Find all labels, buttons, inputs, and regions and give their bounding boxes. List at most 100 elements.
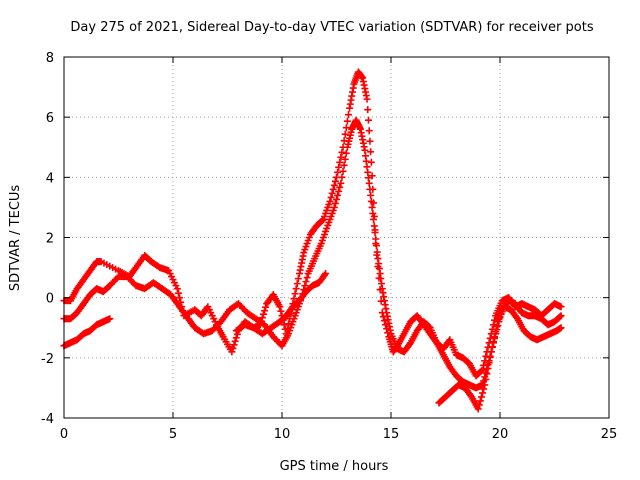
data-point (425, 323, 433, 331)
data-point (373, 248, 381, 256)
data-point (230, 341, 238, 349)
data-point (365, 127, 373, 135)
data-point (341, 155, 349, 163)
data-point (321, 271, 329, 279)
data-point (326, 197, 334, 205)
x-tick-label: 15 (383, 427, 400, 442)
data-point (369, 209, 377, 217)
data-point (467, 391, 475, 399)
x-tick-label: 20 (492, 427, 509, 442)
data-point (318, 216, 326, 224)
series-track-3 (60, 270, 565, 413)
data-point (176, 294, 184, 302)
data-point (406, 340, 414, 348)
data-point (259, 310, 267, 318)
data-point (366, 185, 374, 193)
data-point (338, 173, 346, 181)
data-point (331, 199, 339, 207)
data-point (262, 303, 270, 311)
data-point (330, 181, 338, 189)
data-point (557, 303, 565, 311)
data-point (322, 270, 330, 278)
data-point (481, 381, 489, 389)
data-point (482, 369, 490, 377)
data-point (485, 359, 493, 367)
data-point (372, 242, 380, 250)
data-point (231, 337, 239, 345)
data-point (557, 312, 565, 320)
data-point (277, 307, 285, 315)
data-point (364, 106, 372, 114)
data-point (292, 285, 300, 293)
data-point (333, 195, 340, 203)
chart-title: Day 275 of 2021, Sidereal Day-to-day VTE… (70, 20, 593, 35)
data-point (290, 295, 298, 303)
data-point (363, 95, 371, 103)
data-point (280, 321, 288, 329)
y-tick-label: 8 (46, 51, 54, 66)
data-point (492, 328, 500, 336)
y-tick-label: 6 (46, 111, 54, 126)
data-point (343, 117, 351, 125)
data-point (341, 130, 349, 138)
data-point (482, 375, 490, 383)
data-point (131, 265, 139, 273)
data-point (491, 333, 499, 341)
data-point (474, 405, 482, 413)
y-tick-label: 0 (46, 292, 54, 307)
data-point (512, 313, 520, 321)
x-axis-label: GPS time / hours (280, 459, 389, 474)
data-point (291, 290, 299, 298)
data-point (486, 353, 494, 361)
axis-ticks: 0 5 10 15 20 25 -4 -2 0 2 4 6 8 (41, 51, 617, 442)
data-point (367, 148, 375, 156)
y-tick-label: -2 (41, 352, 54, 367)
data-point (484, 364, 492, 372)
data-point (382, 321, 390, 329)
data-point (173, 285, 181, 293)
data-point (477, 367, 485, 375)
data-point (491, 316, 499, 324)
data-point (339, 167, 347, 175)
data-point (337, 179, 345, 187)
y-tick-label: -4 (41, 412, 54, 427)
data-point (488, 343, 496, 351)
data-point (340, 161, 348, 169)
data-point (216, 319, 224, 327)
data-point (476, 397, 484, 405)
data-point (366, 137, 374, 145)
data-point (368, 203, 376, 211)
data-point (338, 148, 346, 156)
data-point (329, 185, 337, 193)
y-axis-label: SDTVAR / TECUs (8, 185, 23, 292)
data-point (106, 315, 114, 323)
data-point (367, 158, 375, 166)
data-point (370, 215, 378, 223)
data-point (334, 191, 342, 199)
data-point (370, 222, 378, 230)
grid (64, 57, 609, 418)
data-point (364, 116, 372, 124)
data-point (330, 203, 338, 211)
data-point (261, 307, 269, 315)
x-tick-label: 5 (169, 427, 177, 442)
data-point (335, 187, 343, 195)
data-point (368, 172, 376, 180)
data-point (276, 303, 284, 311)
data-point (303, 274, 311, 282)
y-tick-label: 2 (46, 232, 54, 247)
data-point (285, 320, 293, 328)
data-point (367, 191, 375, 199)
data-point (334, 168, 342, 176)
data-markers (60, 68, 565, 413)
data-point (337, 153, 345, 161)
data-point (342, 124, 350, 132)
data-point (229, 344, 237, 352)
data-point (367, 197, 375, 205)
x-tick-label: 0 (60, 427, 68, 442)
data-point (557, 324, 565, 332)
data-point (556, 313, 564, 321)
data-point (232, 334, 240, 342)
data-point (479, 389, 487, 397)
